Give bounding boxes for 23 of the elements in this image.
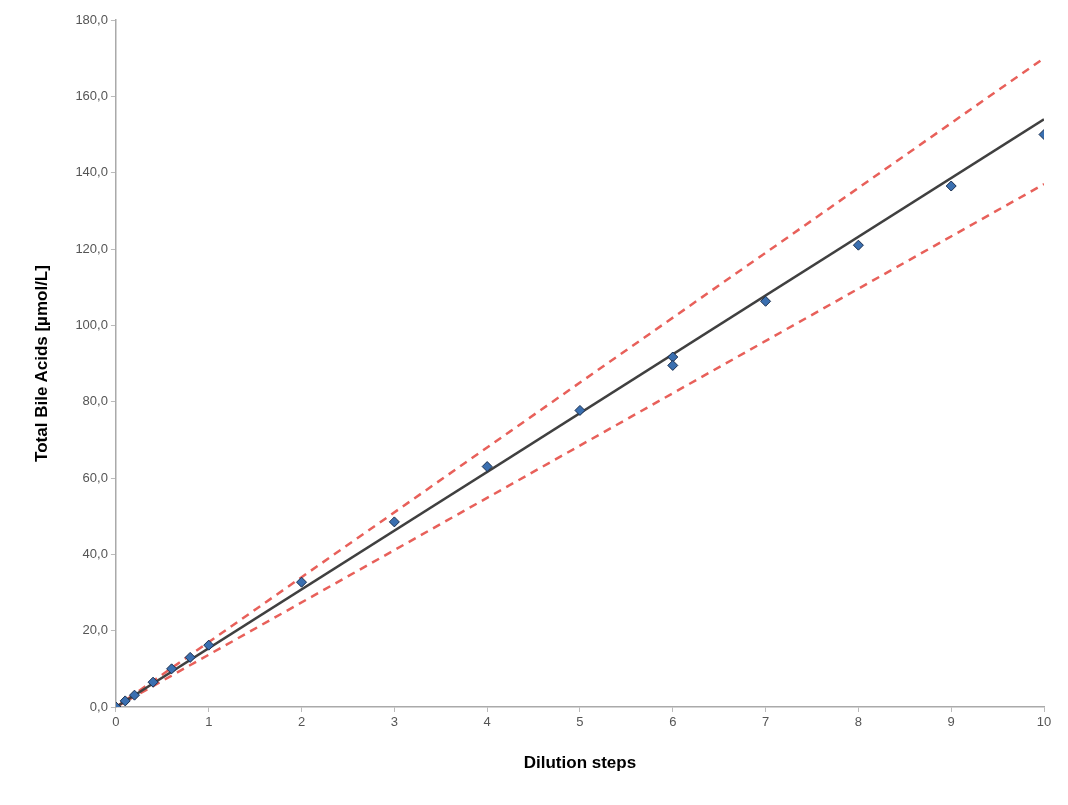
y-tick-label: 180,0: [75, 11, 108, 27]
x-tick-label: 4: [483, 714, 491, 730]
x-tick-label: 0: [112, 714, 120, 730]
x-axis-title: Dilution steps: [523, 753, 637, 773]
y-tick-label: 0,0: [89, 698, 108, 714]
y-tick-label: 80,0: [82, 393, 108, 409]
y-axis-title: Total Bile Acids [µmol/L]: [31, 265, 51, 462]
x-tick-label: 2: [297, 714, 306, 730]
y-tick-label: 60,0: [82, 469, 108, 485]
x-tick-label: 3: [390, 714, 398, 730]
y-tick-label: 120,0: [75, 240, 108, 256]
y-tick-label: 40,0: [82, 545, 108, 561]
x-tick-label: 8: [854, 714, 862, 730]
x-tick-label: 7: [761, 714, 770, 730]
y-tick-label: 140,0: [75, 164, 108, 180]
x-tick-label: 6: [669, 714, 677, 730]
x-tick-label: 10: [1036, 714, 1052, 730]
y-tick-label: 100,0: [75, 316, 108, 332]
y-tick-label: 20,0: [82, 622, 108, 638]
x-tick-label: 9: [947, 714, 955, 730]
x-tick-label: 5: [576, 714, 584, 730]
y-tick-label: 160,0: [75, 87, 108, 103]
x-tick-label: 1: [205, 714, 213, 730]
